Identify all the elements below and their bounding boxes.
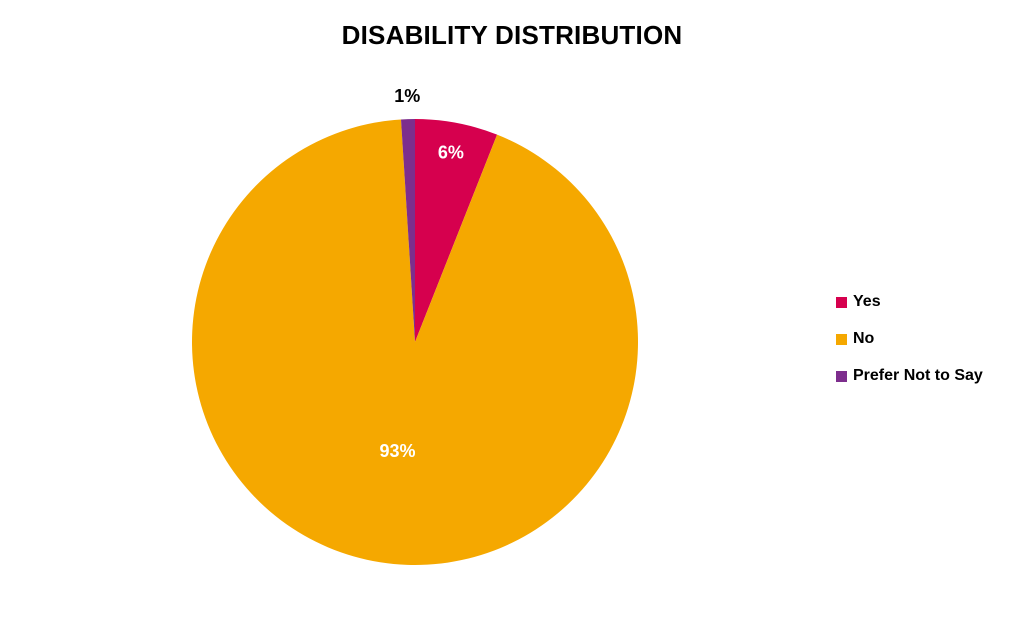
data-label-no: 93% <box>380 441 416 461</box>
chart-title: DISABILITY DISTRIBUTION <box>341 20 683 50</box>
pie-data-labels: 6% 93% 1% <box>380 86 464 461</box>
legend-label-yes: Yes <box>853 293 881 310</box>
legend-label-no: No <box>853 330 875 347</box>
legend-label-prefer-not-to-say: Prefer Not to Say <box>853 367 983 384</box>
data-label-prefer-not-to-say: 1% <box>394 86 420 106</box>
legend-item-prefer-not-to-say: Prefer Not to Say <box>836 366 983 386</box>
pie-slice-yes <box>415 119 498 342</box>
legend-swatch-no <box>836 333 847 345</box>
legend-swatch-yes <box>836 296 847 308</box>
data-label-yes: 6% <box>438 142 464 162</box>
pie-slices <box>192 119 638 566</box>
legend-item-yes: Yes <box>836 292 983 312</box>
legend: Yes No Prefer Not to Say <box>836 292 983 403</box>
pie-slice-prefer-not-to-say <box>400 119 415 342</box>
legend-item-no: No <box>836 329 983 349</box>
legend-swatch-prefer-not-to-say <box>836 370 847 382</box>
pie-slice-no <box>192 119 638 566</box>
